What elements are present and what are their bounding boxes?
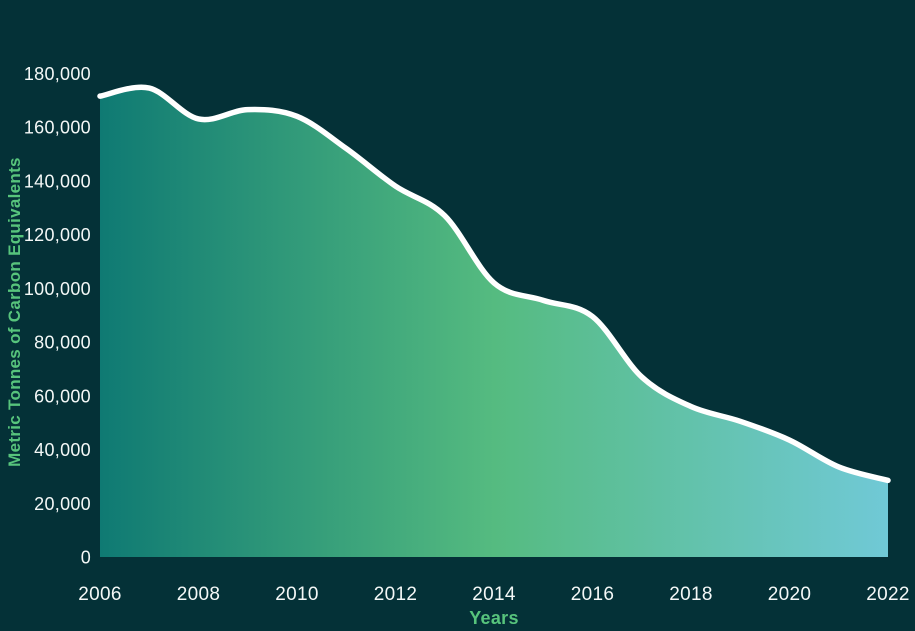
- x-tick-label: 2008: [177, 584, 220, 605]
- x-tick-label: 2018: [669, 584, 712, 605]
- y-tick-label: 80,000: [34, 333, 91, 353]
- area-series-fill: [100, 87, 888, 557]
- y-axis-tick-labels: 0 20,000 40,000 60,000 80,000 100,000 120,000 1…: [24, 64, 91, 568]
- y-tick-label: 180,000: [24, 64, 91, 84]
- trend-line: [97, 84, 891, 484]
- y-tick-label: 0: [81, 548, 91, 568]
- y-tick-label: 20,000: [34, 494, 91, 514]
- x-axis-tick-labels: 2006 2008 2010 2012 2014 2016 2018 2020 2022: [78, 584, 909, 605]
- x-tick-label: 2006: [78, 584, 121, 605]
- y-tick-label: 140,000: [24, 171, 91, 191]
- x-tick-label: 2012: [374, 584, 417, 605]
- x-tick-label: 2010: [275, 584, 318, 605]
- x-axis-title: Years: [469, 608, 519, 628]
- y-tick-label: 100,000: [24, 279, 91, 299]
- y-axis-title: Metric Tonnes of Carbon Equivalents: [5, 157, 24, 467]
- y-tick-label: 60,000: [34, 386, 91, 406]
- x-tick-label: 2020: [768, 584, 811, 605]
- y-tick-label: 160,000: [24, 118, 91, 138]
- y-tick-label: 40,000: [34, 440, 91, 460]
- x-tick-label: 2022: [866, 584, 909, 605]
- y-tick-label: 120,000: [24, 225, 91, 245]
- x-tick-label: 2014: [472, 584, 516, 605]
- x-tick-label: 2016: [571, 584, 614, 605]
